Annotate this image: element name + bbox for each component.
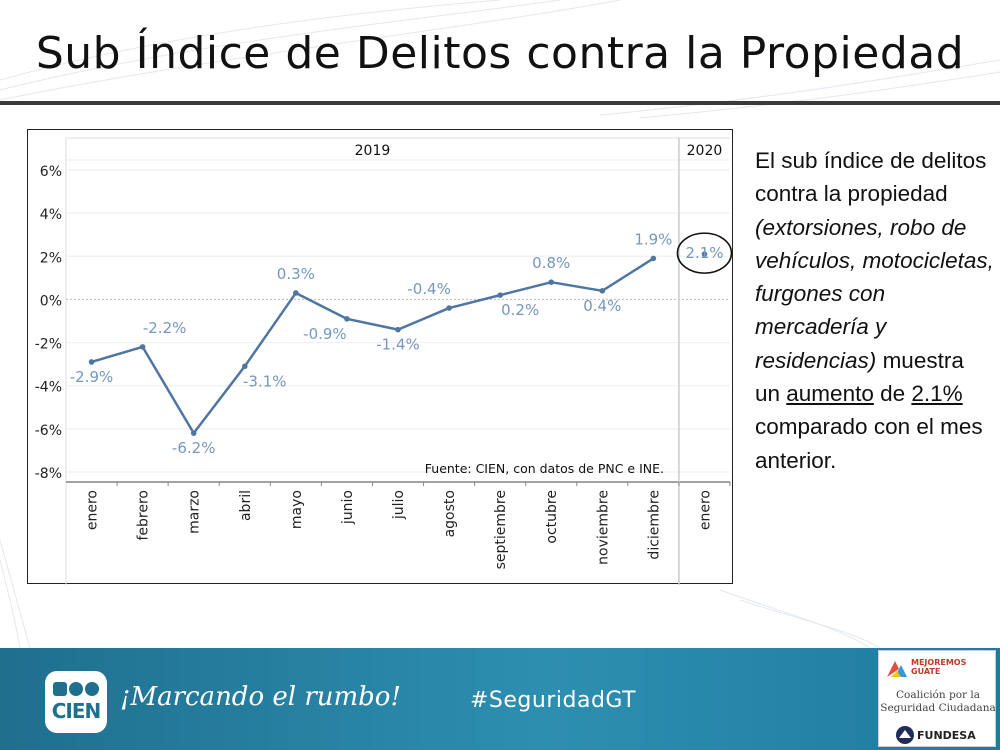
data-point-2019	[344, 316, 350, 322]
y-tick-label: 4%	[40, 207, 62, 223]
description-part-1: El sub índice de delitos contra la propi…	[755, 148, 987, 207]
line-chart: 6% 4% 2% 0% -2% -4% -6% -8% 2019 2020 enero febrero…	[35, 137, 733, 585]
y-tick-label: 0%	[40, 293, 62, 309]
data-point-2020	[701, 251, 708, 257]
x-tick-label: julio	[391, 490, 407, 520]
description-part-7: comparado con el mes anterior.	[755, 414, 983, 473]
data-label: 2.1%	[685, 244, 723, 262]
cien-logo: CIEN	[45, 671, 107, 733]
x-tick-label: diciembre	[646, 490, 662, 560]
footer-slogan: ¡Marcando el rumbo!	[120, 682, 401, 712]
description-text: El sub índice de delitos contra la propi…	[755, 144, 995, 477]
x-tick-label: noviembre	[595, 490, 611, 565]
year-header-2020: 2020	[687, 143, 723, 159]
series-line-2019	[91, 257, 655, 435]
label-layer: -2.9% -2.2% -6.2% -3.1% 0.3% -0.9% -1.4% -0.4% 0…	[70, 230, 733, 457]
data-label: 0.8%	[532, 254, 570, 272]
data-point-2019	[241, 363, 248, 370]
chart-source-note: Fuente: CIEN, con datos de PNC e INE.	[425, 461, 664, 476]
data-point-2019	[395, 326, 401, 333]
footer-hashtag: #SeguridadGT	[470, 688, 637, 713]
axis-layer: 6% 4% 2% 0% -2% -4% -6% -8% 2019 2020 enero febrero…	[35, 137, 731, 585]
data-label: -3.1%	[243, 372, 287, 390]
fundesa-logo-text: FUNDESA	[917, 729, 976, 742]
data-label: -0.9%	[303, 325, 347, 343]
partner-line-1: MEJOREMOS	[911, 658, 967, 667]
x-tick-label: abril	[238, 490, 254, 521]
data-point-2019	[190, 430, 197, 436]
y-tick-label: -6%	[35, 423, 62, 439]
data-label: -2.2%	[143, 319, 187, 337]
x-tick-label: enero	[697, 490, 713, 530]
x-tick-label: mayo	[289, 490, 305, 529]
data-point-2019	[88, 359, 95, 365]
grid-layer	[66, 169, 730, 473]
y-tick-label: -4%	[35, 380, 62, 396]
description-value: 2.1%	[911, 381, 963, 407]
chart-panel: 6% 4% 2% 0% -2% -4% -6% -8% 2019 2020 enero febrero…	[27, 129, 733, 585]
cien-logo-text: CIEN	[51, 699, 102, 723]
mejoremos-guate-logo: MEJOREMOS GUATE	[911, 658, 966, 676]
data-label: -1.4%	[376, 336, 420, 354]
data-point-2019	[293, 290, 299, 296]
mejoremos-guate-icon	[887, 661, 907, 677]
series-layer	[88, 251, 708, 436]
highlight-circle	[676, 232, 733, 274]
data-point-2019	[548, 279, 555, 285]
year-header-2019: 2019	[355, 143, 391, 159]
data-label: 0.3%	[277, 265, 315, 283]
y-tick-label: 2%	[40, 250, 62, 266]
partner-logos: MEJOREMOS GUATE Coalición por la Segurida…	[878, 650, 996, 747]
cien-dots-icon	[53, 682, 99, 696]
data-label: -2.9%	[70, 368, 114, 386]
data-point-2019	[650, 255, 657, 262]
x-tick-label: junio	[340, 490, 356, 525]
y-tick-label: 6%	[40, 164, 62, 180]
description-keyword-aumento: aumento	[786, 381, 874, 407]
x-tick-label: octubre	[544, 490, 560, 544]
description-part-3: muestra un	[755, 347, 964, 407]
data-point-2019	[139, 344, 146, 350]
data-label: 0.4%	[583, 297, 621, 315]
x-tick-label: febrero	[136, 490, 152, 541]
data-label: 0.2%	[501, 301, 539, 319]
partner-line-2: GUATE	[911, 667, 941, 676]
title-divider	[0, 101, 1000, 105]
x-tick-label: agosto	[442, 490, 458, 537]
data-label: -6.2%	[172, 439, 216, 457]
description-italic-list: (extorsiones, robo de vehículos, motocic…	[755, 214, 994, 373]
y-tick-label: -2%	[35, 337, 62, 353]
x-tick-label: septiembre	[493, 490, 509, 569]
slide-title: Sub Índice de Delitos contra la Propieda…	[35, 28, 965, 79]
data-point-2019	[446, 305, 452, 311]
data-point-2019	[497, 292, 503, 298]
data-label: 1.9%	[634, 230, 672, 248]
description-part-5: de	[873, 381, 912, 407]
data-point-2019	[599, 288, 606, 294]
y-tick-label: -8%	[35, 466, 62, 482]
data-label: -0.4%	[407, 280, 451, 298]
coalition-text: Coalición por la Seguridad Ciudadana	[880, 689, 996, 714]
fundesa-icon	[896, 726, 914, 744]
x-tick-label: enero	[85, 490, 101, 530]
x-tick-label: marzo	[187, 490, 203, 534]
footer-bar	[0, 648, 1000, 750]
